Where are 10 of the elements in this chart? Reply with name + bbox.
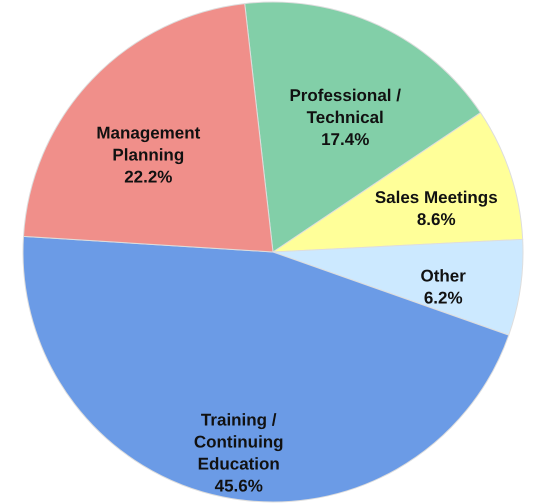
data-label: 6.2% xyxy=(424,288,463,308)
data-label: 22.2% xyxy=(124,168,172,187)
data-label: 17.4% xyxy=(321,130,370,149)
data-label: 45.6% xyxy=(214,476,263,496)
slice-label: Training / Continuing Education xyxy=(194,410,284,474)
data-label: 8.6% xyxy=(416,210,456,229)
slice-label: Professional / Technical xyxy=(289,86,402,127)
slice-label: Sales Meetings xyxy=(374,188,498,207)
slice-label: Other xyxy=(420,266,466,286)
slice-label: Management Planning xyxy=(96,124,201,165)
